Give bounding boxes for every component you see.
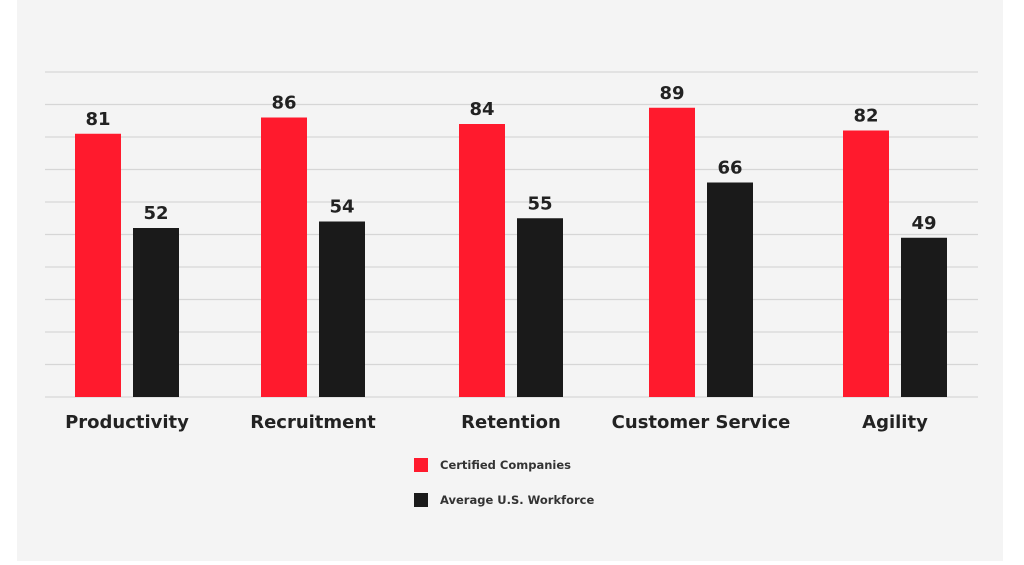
legend-label: Certified Companies — [440, 458, 571, 472]
chart-background — [17, 0, 1003, 561]
bar-certified-recruitment — [261, 117, 307, 397]
bar-average-productivity — [133, 228, 179, 397]
legend-label: Average U.S. Workforce — [440, 493, 595, 507]
data-label: 55 — [527, 193, 552, 214]
legend: Certified Companies Average U.S. Workforc… — [414, 458, 595, 507]
legend-swatch — [414, 458, 428, 472]
bars: 81 52 86 54 84 55 89 66 82 49 — [75, 83, 947, 397]
data-label: 54 — [329, 197, 354, 218]
data-label: 66 — [717, 158, 742, 179]
category-label: Retention — [461, 412, 561, 433]
bar-certified-agility — [843, 130, 889, 397]
category-label: Productivity — [65, 412, 189, 433]
gridlines — [45, 71, 978, 398]
data-label: 52 — [143, 203, 168, 224]
bar-certified-customer-service — [649, 107, 695, 397]
bar-average-recruitment — [319, 221, 365, 397]
bar-average-customer-service — [707, 182, 753, 397]
data-label: 49 — [911, 213, 936, 234]
data-label: 89 — [659, 83, 684, 104]
data-label: 82 — [853, 106, 878, 127]
data-label: 81 — [85, 109, 110, 130]
data-label: 84 — [469, 99, 494, 120]
category-labels: Productivity Recruitment Retention Customer… — [65, 412, 928, 433]
bar-certified-productivity — [75, 133, 121, 397]
category-label: Recruitment — [250, 412, 376, 433]
category-label: Agility — [862, 412, 928, 433]
data-label: 86 — [271, 93, 296, 114]
bar-average-retention — [517, 218, 563, 397]
bar-average-agility — [901, 237, 947, 397]
category-label: Customer Service — [612, 412, 791, 433]
legend-swatch — [414, 493, 428, 507]
bar-certified-retention — [459, 124, 505, 397]
